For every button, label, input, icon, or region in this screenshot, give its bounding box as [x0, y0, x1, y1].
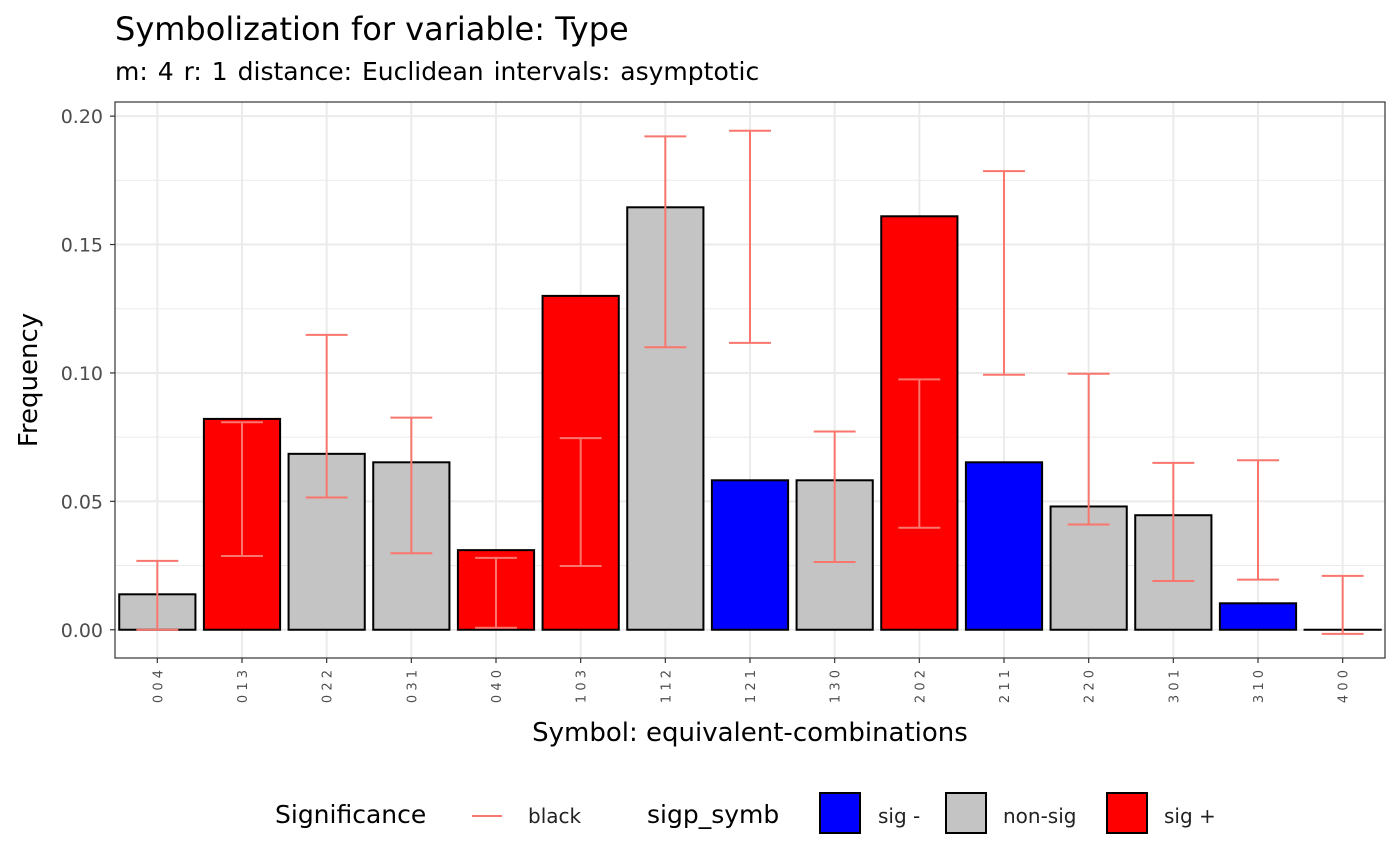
legend-fill-title: sigp_symb [647, 800, 780, 829]
legend-significance-title: Significance [275, 800, 427, 829]
y-tick-label: 0.15 [61, 235, 103, 257]
legend-significance-label: black [528, 804, 582, 828]
y-tick-label: 0.10 [61, 363, 103, 385]
legend-swatch-non-sig [945, 792, 987, 834]
chart-title: Symbolization for variable: Type [115, 10, 629, 48]
x-tick-label: 1 0 3 [575, 670, 590, 703]
legend-swatch-sig-minus [819, 792, 861, 834]
bar [1218, 602, 1298, 631]
legend-errorbar-line [472, 815, 502, 817]
bar-chart: 0.00 0.05 0.10 0.15 0.20 0 0 4 0 1 3 0 2 2 0 3 1… [14, 101, 1386, 748]
legend: Significance black sigp_symb sig - non-s… [0, 788, 1400, 844]
x-tick-label: 1 1 2 [659, 670, 674, 703]
legend-label-sig-minus: sig - [878, 804, 921, 828]
y-tick-label: 0.05 [61, 491, 103, 513]
x-tick-label: 0 4 0 [490, 670, 505, 703]
x-tick-label: 0 3 1 [405, 670, 420, 703]
y-axis-title: Frequency [14, 313, 44, 447]
bar [964, 461, 1044, 631]
x-tick-label: 2 1 1 [998, 670, 1013, 703]
x-tick-label: 3 1 0 [1252, 670, 1267, 703]
y-tick-label: 0.20 [61, 106, 103, 128]
x-tick-label: 0 1 3 [236, 670, 251, 703]
x-tick-label: 0 0 4 [151, 670, 166, 703]
legend-label-non-sig: non-sig [1003, 804, 1077, 828]
legend-swatch-sig-plus [1106, 792, 1148, 834]
x-tick-label: 3 0 1 [1167, 670, 1182, 703]
x-tick-label: 1 3 0 [829, 670, 844, 703]
x-tick-label: 2 0 2 [913, 670, 928, 703]
bar [1049, 505, 1128, 631]
x-tick-label: 0 2 2 [321, 670, 336, 703]
x-tick-label: 4 0 0 [1337, 670, 1352, 703]
x-axis-title: Symbol: equivalent-combinations [532, 718, 968, 748]
x-tick-label: 2 2 0 [1083, 670, 1098, 703]
bar [710, 479, 790, 631]
legend-label-sig-plus: sig + [1164, 804, 1216, 828]
y-tick-label: 0.00 [61, 620, 103, 642]
chart-subtitle: m: 4 r: 1 distance: Euclidean intervals:… [115, 57, 760, 86]
x-tick-label: 1 2 1 [744, 670, 759, 703]
